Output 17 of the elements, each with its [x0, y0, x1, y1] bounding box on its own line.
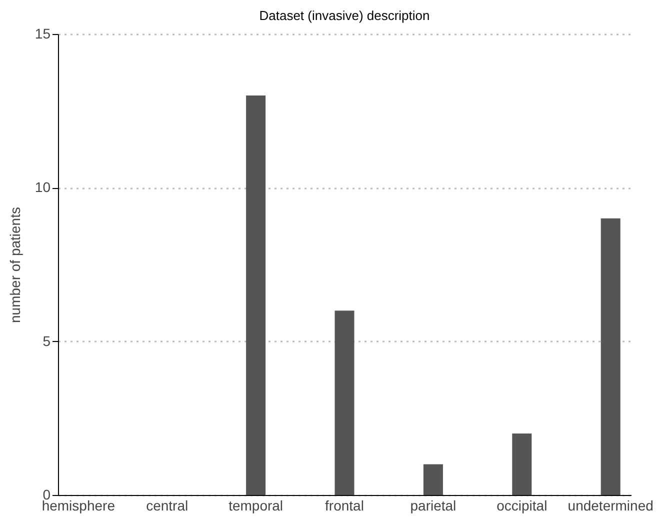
- x-tick-label: central: [146, 498, 188, 514]
- x-tick-label: occipital: [496, 498, 548, 514]
- x-tick-label: frontal: [325, 498, 364, 514]
- bar: [600, 218, 620, 495]
- bar: [512, 434, 532, 495]
- bar: [334, 310, 354, 495]
- y-axis-title: number of patients: [6, 207, 23, 323]
- y-tick-label: 5: [42, 332, 51, 349]
- y-tick-label: 15: [34, 26, 51, 42]
- bar: [246, 95, 266, 495]
- y-tick-label: 10: [34, 179, 51, 196]
- x-tick-label: undetermined: [568, 498, 654, 514]
- y-tick-label: 0: [42, 486, 51, 502]
- x-tick-label: temporal: [228, 498, 284, 514]
- bar: [423, 464, 443, 495]
- x-tick-label: parietal: [410, 498, 456, 514]
- chart-title: Dataset (invasive) description: [259, 8, 430, 23]
